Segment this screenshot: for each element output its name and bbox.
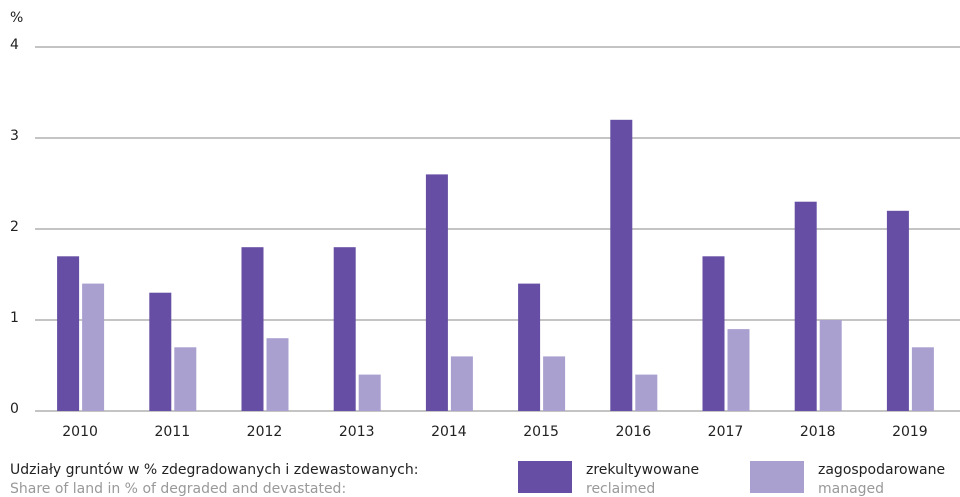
legend-sublabel: reclaimed xyxy=(586,481,655,497)
bar xyxy=(174,347,197,411)
x-tick-label: 2011 xyxy=(154,424,190,440)
bar xyxy=(333,247,356,411)
bar xyxy=(543,356,566,411)
bar xyxy=(702,256,725,411)
y-axis-label: % xyxy=(10,10,23,26)
bar xyxy=(358,374,381,411)
bar xyxy=(57,256,80,411)
x-tick-label: 2015 xyxy=(523,424,559,440)
y-tick-label: 2 xyxy=(10,219,19,235)
y-tick-label: 4 xyxy=(10,37,19,53)
bar xyxy=(610,119,633,412)
x-tick-label: 2018 xyxy=(800,424,836,440)
x-tick-label: 2013 xyxy=(339,424,375,440)
bar xyxy=(886,210,909,411)
bar xyxy=(450,356,473,411)
legend-title: Udziały gruntów w % zdegradowanych i zde… xyxy=(10,462,418,478)
bar xyxy=(518,283,541,411)
x-tick-label: 2014 xyxy=(431,424,467,440)
bar xyxy=(635,374,658,411)
legend-label: zrekultywowane xyxy=(586,462,699,478)
x-tick-label: 2019 xyxy=(892,424,928,440)
bar xyxy=(241,247,264,411)
y-tick-label: 1 xyxy=(10,310,19,326)
legend-label: zagospodarowane xyxy=(818,462,945,478)
bar xyxy=(149,292,172,411)
bar xyxy=(911,347,934,411)
x-tick-label: 2010 xyxy=(62,424,98,440)
x-tick-label: 2017 xyxy=(708,424,744,440)
bar xyxy=(727,329,750,411)
legend-sublabel: managed xyxy=(818,481,884,497)
legend-swatch xyxy=(750,461,804,493)
bar xyxy=(819,320,842,411)
bar xyxy=(794,201,817,411)
bar xyxy=(425,174,448,411)
x-tick-label: 2016 xyxy=(615,424,651,440)
bar xyxy=(266,338,289,411)
x-tick-label: 2012 xyxy=(247,424,283,440)
y-tick-label: 3 xyxy=(10,128,19,144)
legend-swatch xyxy=(518,461,572,493)
bar xyxy=(82,283,105,411)
legend-subtitle: Share of land in % of degraded and devas… xyxy=(10,481,346,497)
y-tick-label: 0 xyxy=(10,401,19,417)
